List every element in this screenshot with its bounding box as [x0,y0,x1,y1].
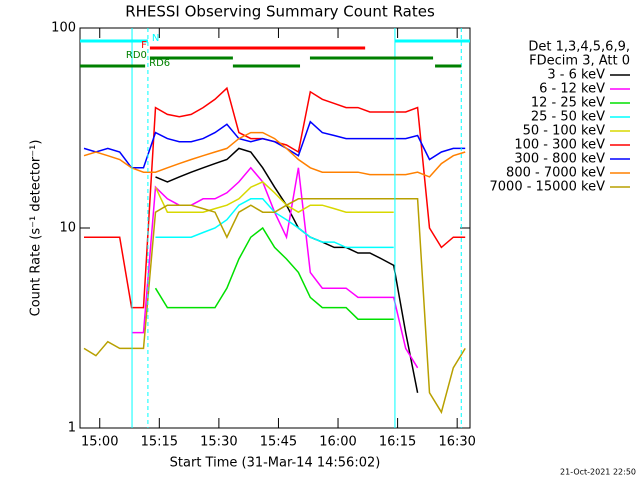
legend-label: 100 - 300 keV [514,138,605,153]
flag-label: F [141,40,147,51]
footer: 21-Oct-2021 22:50 [560,468,636,477]
chart-title: RHESSI Observing Summary Count Rates [125,3,435,21]
legend-label: 7000 - 15000 keV [490,180,606,195]
y-tick-label: 1 [68,421,76,436]
flag-label: RD6 [149,58,170,69]
legend-header: FDecim 3, Att 0 [529,54,630,69]
y-tick-label: 10 [59,221,76,236]
flag-label: RD0 [126,50,147,61]
x-axis-label: Start Time (31-Mar-14 14:56:02) [170,456,381,471]
legend-label: 50 - 100 keV [523,124,606,139]
legend-header: Det 1,3,4,5,6,9, [528,40,630,55]
x-tick-label: 15:45 [260,435,297,450]
series-line [83,131,466,178]
x-tick-label: 15:30 [200,435,237,450]
legend-label: 800 - 7000 keV [506,166,605,181]
x-tick-label: 16:30 [438,435,475,450]
legend-label: 25 - 50 keV [531,110,605,125]
legend-label: 3 - 6 keV [547,68,605,83]
x-tick-label: 15:00 [81,435,118,450]
y-axis-label: Count Rate (s⁻¹ detector⁻¹) [29,140,44,317]
series-line [154,181,394,214]
x-tick-label: 16:00 [319,435,356,450]
x-tick-label: 15:15 [141,435,178,450]
y-tick-label: 100 [51,21,76,36]
legend-label: 300 - 800 keV [514,152,605,167]
legend-label: 6 - 12 keV [539,82,605,97]
flag-label: N [152,33,159,44]
series-line [154,226,394,320]
legend-label: 12 - 25 keV [531,96,605,111]
x-tick-label: 16:15 [379,435,416,450]
